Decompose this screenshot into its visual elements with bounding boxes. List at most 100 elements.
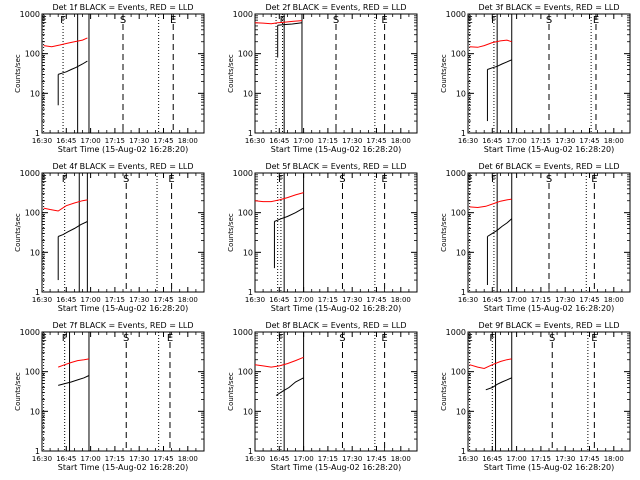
panel-3-ytick-label: 1 [461,129,466,138]
panel-5-ylabel: Counts/sec [227,213,235,252]
panel-3-ylabel: Counts/sec [440,54,448,93]
panel-2-ytick-label: 1 [248,129,253,138]
panel-6-marker-label: E [591,174,597,185]
panel-6-marker-label: F [491,174,497,185]
panel-4-ytick-label: 1 [35,288,40,297]
panel-1-xtick-label: 16:30 [32,137,52,145]
panel-3-xtick-label: 17:30 [555,137,575,145]
panel-9-marker-label: F [489,333,495,344]
panel-2-series-lld [254,20,303,25]
panel-2-xtick-label: 17:15 [318,137,338,145]
panel-4-ylabel: Counts/sec [14,213,22,252]
panel-1-marker-label: F [60,15,66,26]
panel-3-xtick-label: 17:00 [507,137,527,145]
panel-5-xtick-label: 17:30 [342,296,362,304]
panel-7-marker-label: E [167,333,173,344]
panel-5-marker-label: F [278,174,284,185]
panel-7-xtick-label: 17:45 [153,455,173,463]
panel-8-title: Det 8f BLACK = Events, RED = LLD [265,321,406,330]
panel-9-marker-label: S [549,333,555,344]
panel-8-xtick-label: 17:15 [318,455,338,463]
panel-5-ytick-label: 100 [238,209,253,218]
panel-5-xtick-label: 18:00 [391,296,411,304]
panel-1-ytick-label: 1000 [20,10,40,19]
panel-8-series-lld [254,356,304,368]
panel-7-xtick-label: 18:00 [178,455,198,463]
panel-2-marker-label: F [280,15,286,26]
panel-1-ytick-label: 10 [30,89,40,98]
panel-6-marker-label: E [466,174,472,185]
panel-6-ytick-label: 1 [461,288,466,297]
panel-4-marker-label: F [62,174,68,185]
panel-8-ytick-label: 100 [238,368,253,377]
panel-7-xtick-label: 17:15 [105,455,125,463]
panel-3-xlabel: Start Time (15-Aug-02 16:28:20) [484,145,615,154]
panel-2-xtick-label: 17:45 [366,137,386,145]
panel-8-xtick-label: 17:30 [342,455,362,463]
panel-8-ylabel: Counts/sec [227,372,235,411]
panel-8-xtick-label: 16:45 [269,455,289,463]
panel-4-xtick-label: 17:00 [81,296,101,304]
panel-4-series-events [58,221,88,237]
panel-2-ytick-label: 10 [243,89,253,98]
panel-3-ytick-label: 10 [456,89,466,98]
panel-6-xtick-label: 17:45 [579,296,599,304]
panel-4-xtick-label: 17:30 [129,296,149,304]
panel-7-marker-label: F [62,333,68,344]
panel-3-xtick-label: 17:15 [531,137,551,145]
panel-9-ytick-label: 1 [461,447,466,456]
panel-9-series-lld [469,358,512,370]
panel-4-xtick-label: 16:30 [32,296,52,304]
panel-9-axes-frame [467,331,631,452]
panel-1-ylabel: Counts/sec [14,54,22,93]
panel-5-xtick-label: 17:15 [318,296,338,304]
panel-7-xtick-label: 17:30 [129,455,149,463]
panel-6-ylabel: Counts/sec [440,213,448,252]
panel-3-xtick-label: 17:45 [579,137,599,145]
panel-5-ytick-label: 1000 [233,169,253,178]
panel-2-xtick-label: 18:00 [391,137,411,145]
panel-6-title: Det 6f BLACK = Events, RED = LLD [478,162,619,171]
panel-9-xtick-label: 17:00 [507,455,527,463]
panel-8-ytick-label: 1 [248,447,253,456]
panel-3-marker-label: E [593,15,599,26]
panel-9-marker-label: E [591,333,597,344]
panel-1-xtick-label: 17:00 [81,137,101,145]
panel-9-xtick-label: 17:30 [555,455,575,463]
panel-7-series-lld [58,358,90,368]
panel-8-marker-label: E [381,333,387,344]
panel-3-marker-label: F [491,15,497,26]
panel-6-ytick-label: 10 [456,248,466,257]
panel-4-ytick-label: 1000 [20,169,40,178]
panel-9-xtick-label: 16:45 [482,455,502,463]
panel-1-series-lld [43,37,88,48]
panel-7-xlabel: Start Time (15-Aug-02 16:28:20) [58,463,189,472]
panel-6-series-events [487,218,513,237]
panel-1-marker-label: S [120,15,126,26]
panel-5-axes-frame [254,172,418,293]
panel-5-series-events [274,207,304,222]
panel-5-marker-label: S [339,174,345,185]
panel-2-xtick-label: 16:45 [269,137,289,145]
panel-3-marker-label: S [546,15,552,26]
panel-2-ytick-label: 1000 [233,10,253,19]
panel-7-ytick-label: 10 [30,407,40,416]
panel-9-xtick-label: 17:15 [531,455,551,463]
panel-9-xtick-label: 17:45 [579,455,599,463]
panel-6-xtick-label: 18:00 [604,296,624,304]
panel-5-series-lld [254,192,304,203]
panel-4-xtick-label: 17:15 [105,296,125,304]
panel-9-ytick-label: 10 [456,407,466,416]
panel-3-marker-label: E [466,15,472,26]
panel-4-marker-label: E [40,174,46,185]
panel-1-marker-label: E [40,15,46,26]
panel-6-xtick-label: 17:15 [531,296,551,304]
panel-3-ytick-label: 100 [451,50,466,59]
panel-6-ytick-label: 100 [451,209,466,218]
panel-6-xlabel: Start Time (15-Aug-02 16:28:20) [484,304,615,313]
panel-2-series-events [277,22,303,26]
panel-7-ytick-label: 100 [25,368,40,377]
panel-8-axes-frame [254,331,418,452]
